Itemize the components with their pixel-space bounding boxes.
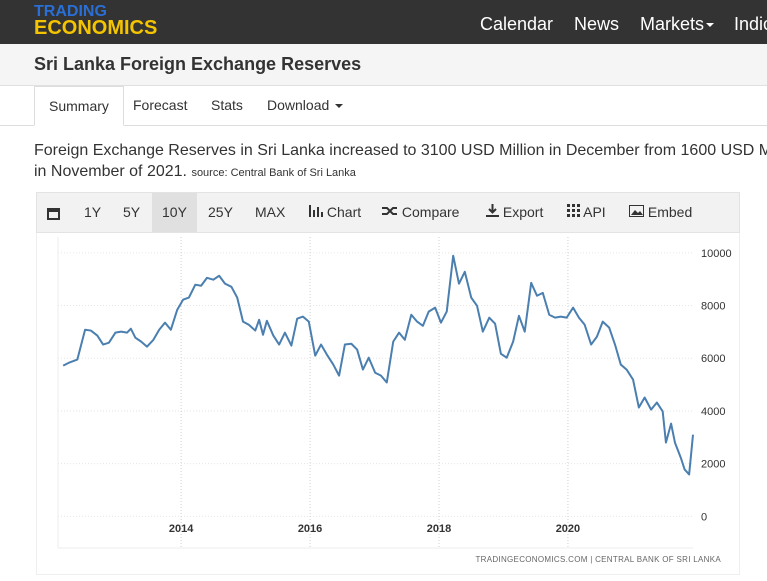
y-tick-label: 8000 — [701, 301, 725, 313]
icon-shape — [49, 212, 58, 218]
nav-label: Markets — [640, 14, 705, 34]
chart: 0 2000 4000 6000 8000 10000 2014 2016 2018 2020 TR… — [57, 237, 732, 564]
y-tick-label: 6000 — [701, 353, 725, 365]
tab[interactable]: Forecast — [133, 97, 188, 113]
y-tick-label: 2000 — [701, 459, 725, 471]
tool-label: Compare — [401, 204, 460, 220]
nav-item[interactable]: Indicators — [734, 14, 767, 34]
range-button[interactable]: MAX — [255, 204, 286, 220]
chart-credit: TRADINGECONOMICS.COM | CENTRAL BANK OF S… — [475, 555, 721, 564]
description-line: in November of 2021. — [34, 163, 187, 180]
top-nav: TRADING ECONOMICS Calendar News Markets … — [0, 0, 767, 44]
description-line: Foreign Exchange Reserves in Sri Lanka i… — [34, 142, 767, 159]
page-title: Sri Lanka Foreign Exchange Reserves — [34, 54, 362, 74]
y-tick-label: 0 — [701, 511, 707, 523]
tool-button[interactable]: Chart — [309, 193, 361, 232]
logo[interactable]: TRADING ECONOMICS — [34, 3, 158, 39]
x-tick-label: 2016 — [298, 523, 322, 535]
nav-item[interactable]: News — [574, 14, 620, 34]
range-button[interactable]: 1Y — [84, 204, 102, 220]
export-icon — [486, 204, 499, 217]
tab[interactable]: Download — [253, 86, 357, 125]
tab[interactable]: Summary — [34, 86, 124, 126]
description: Foreign Exchange Reserves in Sri Lanka i… — [34, 140, 767, 184]
range-button[interactable]: 5Y — [123, 204, 141, 220]
tool-button[interactable]: Compare — [382, 193, 459, 232]
tool-label: Export — [502, 204, 544, 220]
y-tick-label: 4000 — [701, 406, 725, 418]
data-line — [62, 254, 694, 476]
compare-icon — [382, 207, 397, 215]
chart-icon — [309, 205, 323, 217]
x-tick-label: 2020 — [556, 523, 580, 535]
tab-label: Download — [267, 97, 330, 113]
tool-label: Embed — [647, 204, 693, 220]
source: source: Central Bank of Sri Lanka — [191, 167, 356, 179]
page-header: Sri Lanka Foreign Exchange Reserves — [0, 44, 767, 86]
calendar-icon[interactable] — [47, 206, 61, 220]
tool-label: API — [583, 204, 606, 220]
caret — [706, 23, 715, 28]
x-tick-label: 2018 — [427, 523, 451, 535]
tool-button[interactable]: Embed — [629, 193, 692, 232]
chart-toolbar: 1Y 5Y 10Y 25Y MAX Chart Compare Export A… — [36, 192, 740, 233]
caret — [335, 104, 344, 109]
logo-bottom: ECONOMICS — [34, 17, 158, 39]
x-tick-label: 2014 — [169, 523, 194, 535]
logo-top: TRADING — [34, 3, 107, 20]
embed-icon — [629, 205, 644, 217]
tool-button[interactable]: API — [567, 193, 606, 232]
chart-area: 0 2000 4000 6000 8000 10000 2014 2016 2018 2020 TR… — [36, 233, 740, 575]
tool-button[interactable]: Export — [486, 193, 543, 232]
nav-item[interactable]: Markets — [640, 14, 715, 35]
api-icon — [567, 204, 580, 217]
y-tick-label: 10000 — [701, 248, 732, 260]
nav-item[interactable]: Calendar — [480, 14, 554, 34]
tool-label: Chart — [326, 204, 362, 220]
range-button[interactable]: 25Y — [208, 204, 233, 220]
tabs: Summary Forecast Stats Download — [0, 86, 767, 126]
tab[interactable]: Stats — [211, 97, 243, 113]
range-button[interactable]: 10Y — [152, 193, 197, 232]
